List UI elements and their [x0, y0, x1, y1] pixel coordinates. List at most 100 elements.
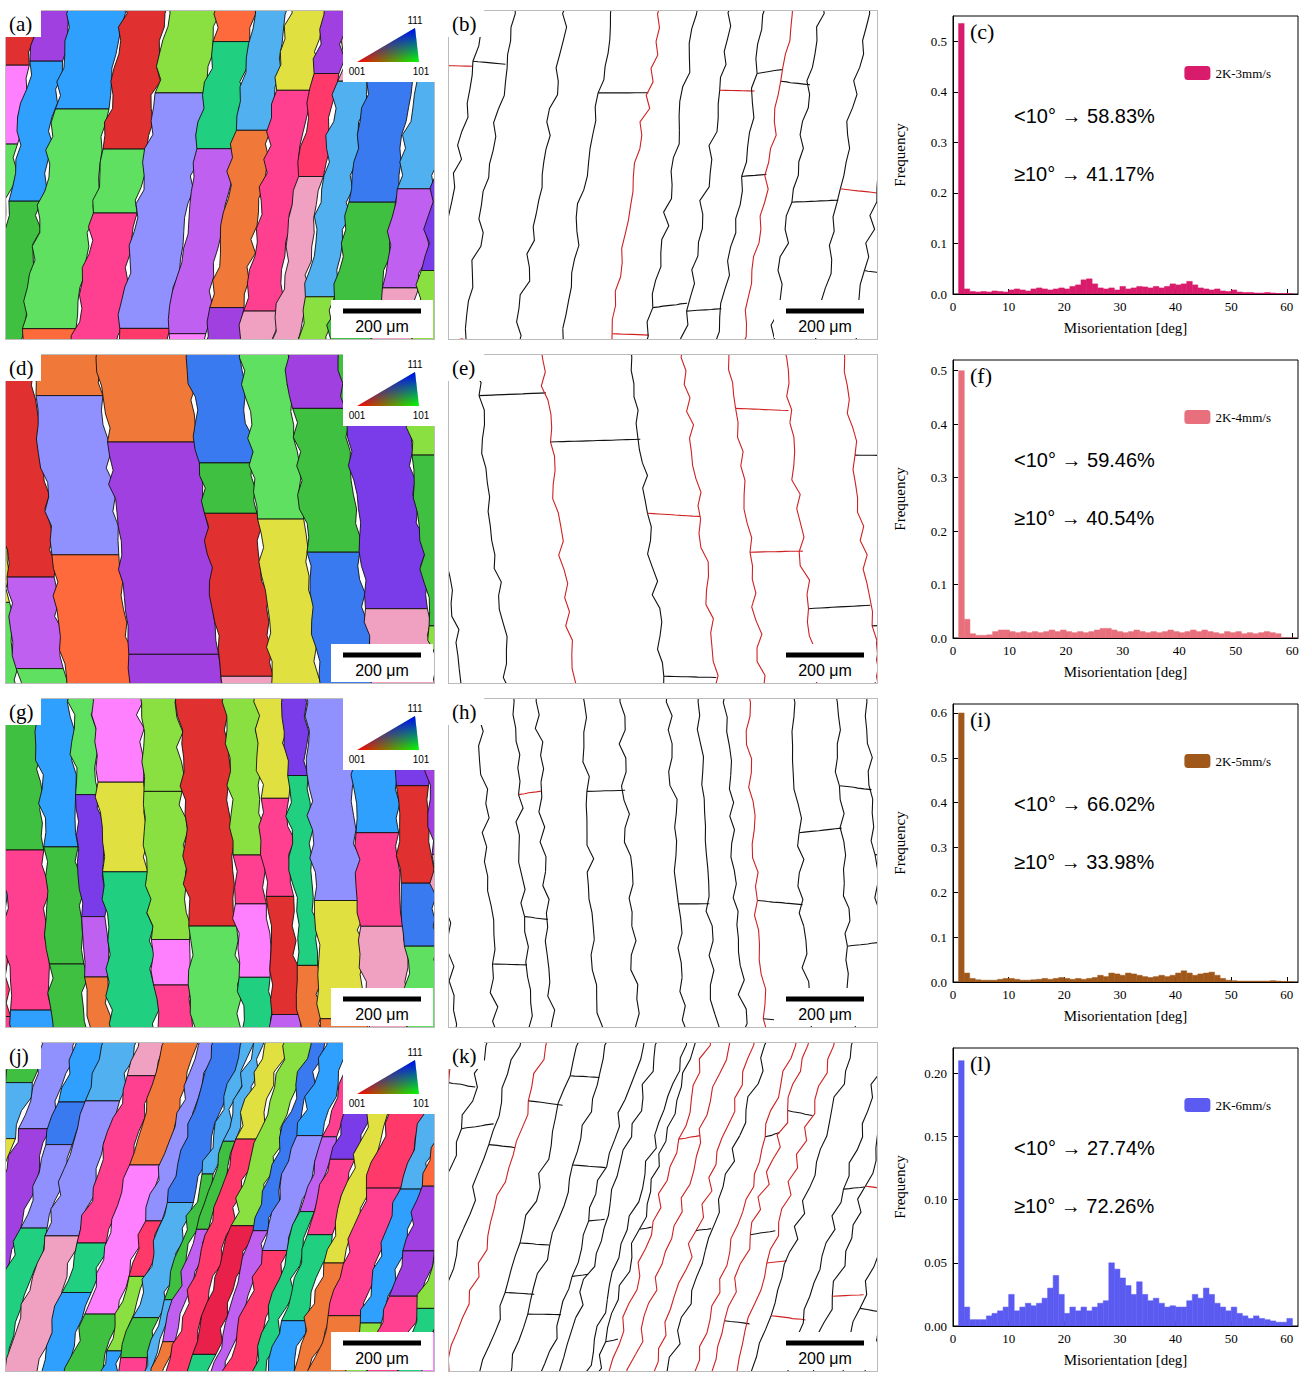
svg-text:(e): (e)	[452, 356, 475, 380]
svg-text:30: 30	[1113, 299, 1126, 314]
svg-text:0.0: 0.0	[931, 287, 947, 302]
svg-text:10: 10	[1003, 643, 1016, 658]
svg-text:0.5: 0.5	[931, 750, 947, 765]
svg-text:10: 10	[1002, 1331, 1015, 1346]
svg-text:20: 20	[1058, 1331, 1071, 1346]
svg-text:50: 50	[1229, 643, 1242, 658]
svg-text:Frequency: Frequency	[892, 123, 908, 187]
svg-text:0.15: 0.15	[924, 1129, 947, 1144]
svg-text:60: 60	[1280, 299, 1293, 314]
svg-text:0: 0	[950, 1331, 957, 1346]
svg-text:0: 0	[950, 987, 957, 1002]
svg-text:101: 101	[413, 410, 430, 421]
svg-text:101: 101	[413, 1098, 430, 1109]
svg-text:40: 40	[1169, 987, 1182, 1002]
svg-text:111: 111	[407, 1047, 423, 1058]
svg-text:40: 40	[1173, 643, 1186, 658]
svg-text:111: 111	[407, 359, 423, 370]
svg-text:200 μm: 200 μm	[355, 662, 409, 679]
svg-text:(h): (h)	[452, 700, 477, 724]
svg-text:200 μm: 200 μm	[798, 1350, 852, 1367]
svg-text:(d): (d)	[9, 356, 34, 380]
svg-text:40: 40	[1169, 1331, 1182, 1346]
svg-text:Frequency: Frequency	[892, 1155, 908, 1219]
svg-text:(j): (j)	[9, 1044, 29, 1068]
svg-text:<10° → 66.02%: <10° → 66.02%	[1014, 793, 1155, 815]
svg-text:200 μm: 200 μm	[355, 318, 409, 335]
svg-text:0.1: 0.1	[931, 577, 947, 592]
svg-text:200 μm: 200 μm	[355, 1006, 409, 1023]
svg-text:10: 10	[1002, 987, 1015, 1002]
svg-text:0.3: 0.3	[931, 135, 947, 150]
svg-text:101: 101	[413, 66, 430, 77]
svg-text:200 μm: 200 μm	[798, 662, 852, 679]
svg-text:2K-3mm/s: 2K-3mm/s	[1215, 66, 1271, 81]
svg-text:0.5: 0.5	[931, 34, 947, 49]
svg-text:001: 001	[349, 66, 366, 77]
svg-text:0.20: 0.20	[924, 1066, 947, 1081]
svg-text:200 μm: 200 μm	[798, 318, 852, 335]
svg-text:10: 10	[1002, 299, 1015, 314]
svg-text:0.2: 0.2	[931, 524, 947, 539]
svg-text:0.5: 0.5	[931, 363, 947, 378]
svg-text:0.4: 0.4	[931, 417, 948, 432]
svg-text:(g): (g)	[9, 700, 34, 724]
svg-text:0.0: 0.0	[931, 975, 947, 990]
svg-text:0.4: 0.4	[931, 84, 948, 99]
svg-text:50: 50	[1225, 299, 1238, 314]
svg-text:200 μm: 200 μm	[355, 1350, 409, 1367]
svg-text:20: 20	[1058, 987, 1071, 1002]
svg-text:30: 30	[1113, 1331, 1126, 1346]
svg-text:(f): (f)	[970, 363, 992, 388]
svg-text:Frequency: Frequency	[892, 467, 908, 531]
svg-text:0.3: 0.3	[931, 470, 947, 485]
svg-text:0.2: 0.2	[931, 885, 947, 900]
svg-text:Misorientation [deg]: Misorientation [deg]	[1064, 1352, 1188, 1368]
svg-text:Misorientation [deg]: Misorientation [deg]	[1064, 664, 1188, 680]
svg-text:50: 50	[1225, 1331, 1238, 1346]
svg-text:001: 001	[349, 754, 366, 765]
svg-text:101: 101	[413, 754, 430, 765]
svg-text:20: 20	[1060, 643, 1073, 658]
svg-text:Misorientation [deg]: Misorientation [deg]	[1064, 320, 1188, 336]
svg-text:2K-5mm/s: 2K-5mm/s	[1215, 754, 1271, 769]
svg-text:0.4: 0.4	[931, 795, 948, 810]
svg-text:001: 001	[349, 1098, 366, 1109]
svg-text:50: 50	[1225, 987, 1238, 1002]
svg-text:(k): (k)	[452, 1044, 477, 1068]
svg-text:60: 60	[1280, 987, 1293, 1002]
svg-text:0.0: 0.0	[931, 631, 947, 646]
svg-text:0.3: 0.3	[931, 840, 947, 855]
svg-text:2K-4mm/s: 2K-4mm/s	[1215, 410, 1271, 425]
svg-text:0.05: 0.05	[924, 1255, 947, 1270]
svg-text:0.00: 0.00	[924, 1319, 947, 1334]
svg-text:20: 20	[1058, 299, 1071, 314]
svg-text:(b): (b)	[452, 12, 477, 36]
svg-text:≥10° → 72.26%: ≥10° → 72.26%	[1014, 1195, 1154, 1217]
svg-text:(l): (l)	[970, 1051, 991, 1076]
svg-text:30: 30	[1113, 987, 1126, 1002]
svg-text:2K-6mm/s: 2K-6mm/s	[1215, 1098, 1271, 1113]
svg-text:<10° → 27.74%: <10° → 27.74%	[1014, 1137, 1155, 1159]
svg-text:60: 60	[1286, 643, 1299, 658]
svg-text:(i): (i)	[970, 707, 991, 732]
svg-text:(a): (a)	[9, 12, 32, 36]
svg-text:≥10° → 33.98%: ≥10° → 33.98%	[1014, 851, 1154, 873]
svg-text:≥10° → 41.17%: ≥10° → 41.17%	[1014, 163, 1154, 185]
svg-text:30: 30	[1116, 643, 1129, 658]
svg-text:<10° → 58.83%: <10° → 58.83%	[1014, 105, 1155, 127]
svg-text:0.1: 0.1	[931, 236, 947, 251]
svg-text:≥10° → 40.54%: ≥10° → 40.54%	[1014, 507, 1154, 529]
svg-text:40: 40	[1169, 299, 1182, 314]
svg-text:60: 60	[1280, 1331, 1293, 1346]
svg-text:0.6: 0.6	[931, 705, 948, 720]
svg-text:200 μm: 200 μm	[798, 1006, 852, 1023]
svg-text:0.2: 0.2	[931, 185, 947, 200]
svg-text:0.10: 0.10	[924, 1192, 947, 1207]
svg-text:<10° → 59.46%: <10° → 59.46%	[1014, 449, 1155, 471]
svg-text:0.1: 0.1	[931, 930, 947, 945]
svg-text:Frequency: Frequency	[892, 811, 908, 875]
svg-text:0: 0	[950, 643, 957, 658]
svg-text:111: 111	[407, 15, 423, 26]
svg-text:111: 111	[407, 703, 423, 714]
